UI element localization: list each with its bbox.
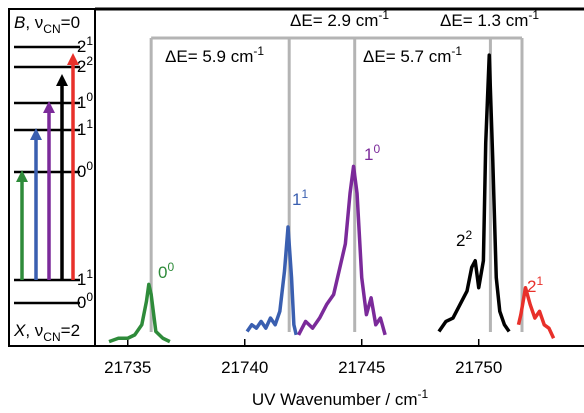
level-label: 11	[77, 267, 93, 289]
peak-label-part: 0	[158, 263, 167, 282]
delta-e-label-part: ΔE= 5.7 cm	[363, 47, 451, 66]
level-label-part: 1	[77, 270, 86, 289]
state-label-part: , ν	[25, 13, 43, 32]
delta-e-label-part: ΔE= 1.3 cm	[440, 11, 528, 30]
peak-label: 11	[292, 187, 308, 209]
x-axis-label: UV Wavenumber / cm-1	[252, 387, 429, 409]
delta-e-label-part: ΔE= 5.9 cm	[165, 47, 253, 66]
peak-label-part: 2	[527, 277, 536, 296]
x-tick-label: 21745	[338, 358, 385, 377]
peak-label-part: 0	[373, 142, 380, 156]
state-label-part: CN	[43, 22, 60, 36]
state-label-part: B	[14, 13, 25, 32]
x-axis-label-part: UV Wavenumber / cm	[252, 390, 418, 409]
peak-label-part: 2	[456, 231, 465, 250]
peak-label: 00	[158, 260, 174, 282]
level-label-part: 1	[86, 34, 93, 48]
level-label-part: 2	[86, 54, 93, 68]
peak-label: 21	[527, 274, 543, 296]
spectrum-line	[108, 282, 171, 344]
peak-label-part: 1	[292, 190, 301, 209]
level-label-part: 1	[86, 117, 93, 131]
peak-label-part: 1	[301, 187, 308, 201]
level-label-part: 2	[77, 57, 86, 76]
delta-e-label: ΔE= 2.9 cm-1	[290, 8, 389, 30]
level-label-part: 1	[77, 120, 86, 139]
level-label-part: 0	[86, 159, 93, 173]
delta-e-label-part: -1	[378, 8, 389, 22]
delta-e-label: ΔE= 1.3 cm-1	[440, 8, 539, 30]
spectrum-line	[437, 53, 511, 333]
level-label: 00	[77, 290, 93, 312]
state-label-part: CN	[43, 330, 60, 344]
delta-e-label: ΔE= 5.7 cm-1	[363, 44, 462, 66]
delta-e-label-part: -1	[528, 8, 539, 22]
state-label-part: =0	[61, 13, 80, 32]
delta-e-label-part: -1	[253, 44, 264, 58]
level-label-part: 2	[77, 37, 86, 56]
arrow-head	[56, 74, 68, 86]
peak-label: 22	[456, 228, 472, 250]
spectrum-line	[245, 225, 298, 336]
delta-e-label: ΔE= 5.9 cm-1	[165, 44, 264, 66]
x-tick-label: 21750	[455, 358, 502, 377]
level-label-part: 1	[77, 93, 86, 112]
x-tick-label: 21735	[104, 358, 151, 377]
level-label: 11	[77, 117, 93, 139]
level-label: 22	[77, 54, 93, 76]
arrow-head	[67, 53, 79, 65]
peak-label-part: 2	[465, 228, 472, 242]
peak-label-part: 0	[167, 260, 174, 274]
spectrum-line	[297, 164, 387, 336]
level-label: 21	[77, 34, 93, 56]
peak-label: 10	[364, 142, 380, 164]
level-label-part: 0	[77, 293, 86, 312]
level-label-part: 0	[77, 162, 86, 181]
delta-e-label-part: ΔE= 2.9 cm	[290, 11, 378, 30]
level-label-part: 0	[86, 90, 93, 104]
arrow-head	[43, 101, 55, 113]
level-label: 00	[77, 159, 93, 181]
diagram-frame	[8, 8, 96, 347]
arrow-head	[16, 170, 28, 182]
peak-label-part: 1	[364, 145, 373, 164]
delta-e-label-part: -1	[451, 44, 462, 58]
spectrum-line	[516, 285, 556, 339]
state-label: B, νCN=0	[14, 13, 80, 36]
state-label-part: =2	[61, 321, 80, 340]
state-label: X, νCN=2	[13, 321, 80, 344]
arrow-head	[30, 128, 42, 140]
state-label-part: , ν	[25, 321, 43, 340]
level-label-part: 0	[86, 290, 93, 304]
peak-label-part: 1	[536, 274, 543, 288]
x-tick-label: 21740	[221, 358, 268, 377]
x-axis-label-part: -1	[417, 387, 428, 401]
level-label: 10	[77, 90, 93, 112]
state-label-part: X	[13, 321, 26, 340]
level-label-part: 1	[86, 267, 93, 281]
